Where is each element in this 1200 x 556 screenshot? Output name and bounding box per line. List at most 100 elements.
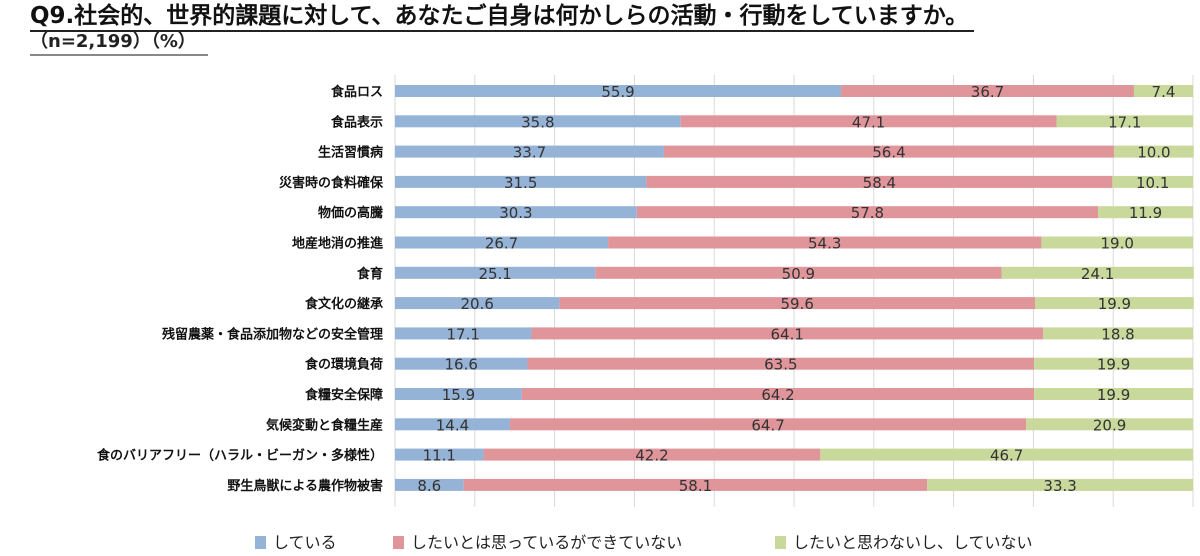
bar-segment (1041, 236, 1193, 249)
data-label: 58.1 (679, 477, 712, 495)
bar-segment (395, 145, 664, 158)
data-label: 24.1 (1081, 265, 1114, 283)
bar-segment (531, 327, 1043, 340)
bar-segment (395, 357, 528, 370)
data-label: 25.1 (478, 265, 511, 283)
data-label: 20.9 (1093, 416, 1126, 434)
bar-segment (483, 448, 821, 461)
data-label: 55.9 (601, 83, 634, 101)
chart-title: Q9.社会的、世界的課題に対して、あなたご自身は何かしらの活動・行動をしています… (30, 2, 975, 32)
data-label: 19.9 (1097, 356, 1130, 374)
data-label: 26.7 (485, 235, 518, 253)
bar-segment (663, 145, 1114, 158)
bar-segment (395, 175, 647, 188)
bar-segment (395, 327, 532, 340)
data-label: 54.3 (808, 235, 841, 253)
data-label: 31.5 (504, 174, 537, 192)
category-label: 気候変動と食糧生産 (266, 417, 383, 433)
bar-segment (395, 418, 510, 431)
legend-label: している (273, 533, 337, 552)
category-label: 食品ロス (331, 84, 383, 100)
bar-segment (395, 115, 681, 128)
bar-segment (527, 357, 1035, 370)
bar-segment (595, 266, 1002, 279)
data-label: 19.0 (1100, 235, 1133, 253)
data-label: 35.8 (521, 113, 554, 131)
data-label: 30.3 (499, 204, 532, 222)
bar-segment (1113, 145, 1194, 158)
category-label: 残留農薬・食品添加物などの安全管理 (162, 326, 383, 342)
chart-subtitle: （n=2,199）（%） (30, 30, 208, 56)
data-label: 57.8 (851, 204, 884, 222)
bar-segment (1026, 418, 1193, 431)
legend-swatch (255, 536, 266, 549)
bar-segment (1034, 297, 1194, 310)
bar-segment (1034, 357, 1193, 370)
category-label: 食文化の継承 (305, 296, 383, 312)
bar-segment (1098, 206, 1193, 219)
category-label: 災害時の食料確保 (279, 175, 384, 191)
bar-segment (395, 448, 484, 461)
data-label: 19.9 (1097, 386, 1130, 404)
category-label: 物価の高騰 (318, 205, 383, 221)
category-label: 食の環境負荷 (305, 357, 383, 373)
bar-segment (841, 85, 1134, 97)
legend-swatch (775, 536, 786, 549)
category-label: 野生鳥獣による農作物被害 (227, 478, 383, 494)
data-label: 18.8 (1101, 325, 1134, 343)
data-label: 8.6 (417, 477, 441, 495)
bar-segment (395, 236, 609, 249)
category-label: 地産地消の推進 (292, 236, 383, 252)
data-label: 11.1 (423, 447, 456, 465)
bar-segment (395, 85, 842, 97)
category-label: 食糧安全保障 (305, 387, 383, 403)
bar-segment (395, 297, 560, 310)
bar-segment (927, 478, 1193, 491)
data-label: 59.6 (780, 295, 813, 313)
bar-segment (820, 448, 1193, 461)
legend-label: したいとは思っているができていない (411, 533, 682, 552)
data-label: 64.7 (751, 416, 784, 434)
bar-segment (636, 206, 1099, 219)
data-label: 7.4 (1152, 83, 1176, 101)
data-label: 64.1 (771, 325, 804, 343)
data-label: 33.7 (513, 144, 546, 162)
data-label: 50.9 (782, 265, 815, 283)
data-label: 16.6 (445, 356, 478, 374)
data-label: 64.2 (761, 386, 794, 404)
category-label: 生活習慣病 (318, 145, 383, 161)
legend-swatch (393, 536, 404, 549)
bar-segment (1133, 85, 1193, 97)
bar-segment (521, 388, 1035, 400)
category-label: 食品表示 (331, 114, 383, 130)
legend-label: したいと思わないし、していない (793, 533, 1033, 552)
data-label: 63.5 (764, 356, 797, 374)
data-label: 10.0 (1137, 144, 1170, 162)
bar-segment (1056, 115, 1193, 128)
data-label: 15.9 (442, 386, 475, 404)
bar-segment (1001, 266, 1194, 279)
data-label: 10.1 (1136, 174, 1169, 192)
data-label: 17.1 (447, 325, 480, 343)
bar-segment (608, 236, 1042, 249)
data-label: 46.7 (990, 447, 1023, 465)
bar-segment (395, 206, 637, 219)
data-label: 58.4 (863, 174, 896, 192)
bar-segment (1112, 175, 1193, 188)
bar-segment (509, 418, 1027, 431)
data-label: 19.9 (1098, 295, 1131, 313)
data-label: 33.3 (1043, 477, 1076, 495)
bar-segment (395, 266, 596, 279)
data-label: 56.4 (872, 144, 905, 162)
bar-segment (463, 478, 928, 491)
bar-segment (1042, 327, 1193, 340)
data-label: 14.4 (436, 416, 469, 434)
data-label: 42.2 (635, 447, 668, 465)
bar-segment (680, 115, 1057, 128)
category-label: 食育 (357, 266, 383, 282)
data-label: 47.1 (852, 113, 885, 131)
data-label: 20.6 (460, 295, 493, 313)
bar-segment (559, 297, 1035, 310)
category-label: 食のバリアフリー（ハラル・ビーガン・多様性） (97, 448, 383, 464)
